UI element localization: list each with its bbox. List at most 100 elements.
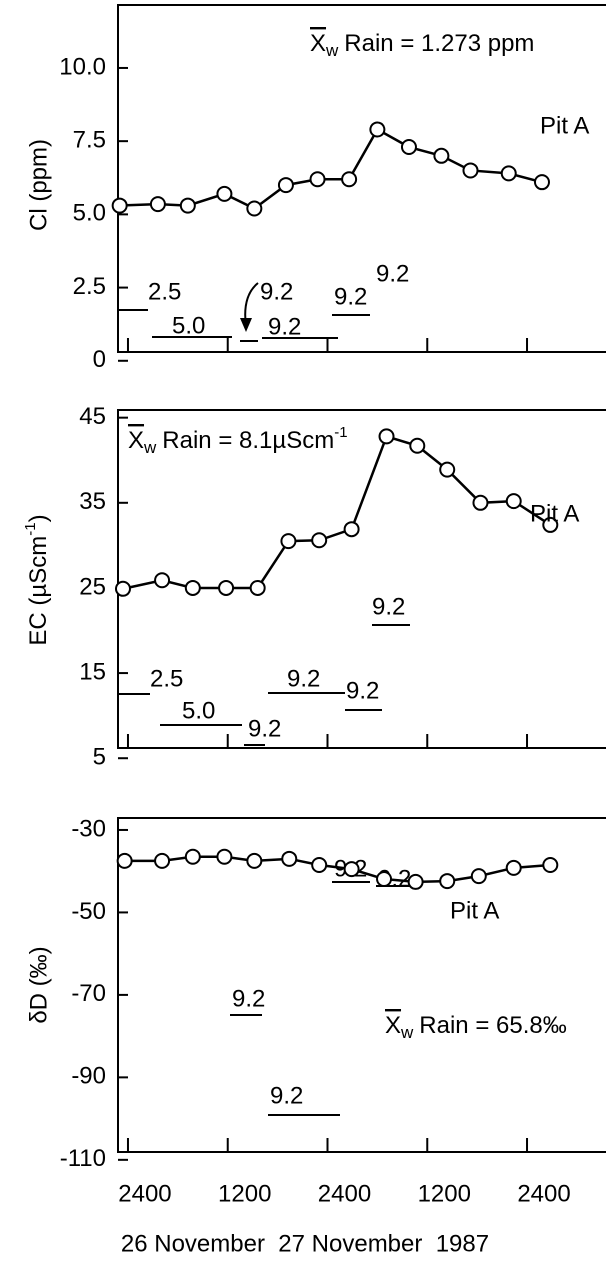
legend-label: Pit A [450,897,499,924]
data-point [409,437,426,454]
y-tick-label: 35 [79,488,106,515]
data-point [111,197,128,214]
rain-label: 9.2 [270,1082,303,1109]
x-tick-label: 2400 [118,1180,171,1207]
data-point [218,579,235,596]
data-point [149,196,166,213]
data-point [378,428,395,445]
plot-frame [117,4,606,353]
data-point [184,848,201,865]
y-tick-label: -90 [71,1063,106,1090]
data-point [376,871,393,888]
y-tick-label: -30 [71,815,106,842]
rain-label: 2.5 [148,278,181,305]
data-point [343,521,360,538]
data-point [542,857,559,874]
rain-label: 9.2 [248,715,281,742]
data-point [472,494,489,511]
data-point [343,861,360,878]
plot-frame [117,409,606,749]
mean-text: Rain = 1.273 ppm [344,30,534,57]
y-tick-label: 25 [79,573,106,600]
data-point [179,197,196,214]
y-axis-label-sup: -1 [22,522,39,535]
y-axis-label: δD (‰) [25,946,52,1023]
mean-text: Rain = 65.8‰ [419,1012,566,1039]
data-point [154,572,171,589]
x-tick-label: 2400 [318,1180,371,1207]
arrow-head [240,318,252,332]
data-point [309,171,326,188]
data-point [277,177,294,194]
rain-label: 5.0 [182,697,215,724]
y-tick-label: -50 [71,898,106,925]
y-axis-label-suffix: ) [25,514,52,522]
rain-label: 9.2 [232,985,265,1012]
data-point [311,532,328,549]
data-point [400,139,417,156]
y-tick-label: 15 [79,658,106,685]
data-point [154,852,171,869]
data-point [246,200,263,217]
data-point [533,174,550,191]
legend-label: Pit A [530,500,579,527]
data-point [439,873,456,890]
y-tick-label: 10.0 [59,53,106,80]
plot-frame [117,817,606,1153]
rain-label: 9.2 [260,278,293,305]
y-tick-label: 5.0 [73,200,106,227]
y-axis-label: EC (µScm-1) [22,514,52,645]
y-tick-label: 45 [79,403,106,430]
x-tick-label: 1200 [418,1180,471,1207]
mean-symbol: X [310,30,326,57]
data-point [505,493,522,510]
mean-subscript: w [325,41,339,60]
rain-label: 5.0 [172,312,205,339]
data-point [116,852,133,869]
mean-subscript: w [143,438,157,457]
x-tick-label: 1200 [218,1180,271,1207]
mean-symbol: X [385,1012,401,1039]
series-line [119,127,543,210]
data-point [249,579,266,596]
data-point [470,868,487,885]
y-tick-label: -70 [71,980,106,1007]
y-axis-label: Cl (ppm) [25,139,52,231]
legend-label: Pit A [540,112,589,139]
data-point [280,533,297,550]
data-point [311,857,328,874]
mean-text: Rain = 8.1µScm [162,427,334,454]
data-point [246,852,263,869]
data-point [114,580,131,597]
y-tick-label: 2.5 [73,273,106,300]
series-line [122,434,551,591]
rain-label: 9.2 [376,260,409,287]
rain-label: 9.2 [372,593,405,620]
rain-label: 9.2 [346,677,379,704]
x-tick-label: 2400 [517,1180,570,1207]
data-point [433,147,450,164]
rain-label: 9.2 [334,283,367,310]
rain-mean-annotation: Xw Rain = 65.8‰ [385,1012,567,1042]
data-point [439,461,456,478]
mean-subscript: w [400,1023,414,1042]
data-point [500,165,517,182]
mean-symbol: X [128,427,144,454]
data-point [542,516,559,533]
data-point [505,859,522,876]
x-axis-label: 26 November 27 November 1987 [121,1230,489,1257]
y-axis-label-text: EC (µScm [25,536,52,646]
rain-mean-annotation: Xw Rain = 8.1µScm-1 [128,424,348,458]
rain-mean-annotation: Xw Rain = 1.273 ppm [310,30,534,60]
rain-label: 9.2 [287,665,320,692]
data-point [216,848,233,865]
y-tick-label: -110 [60,1145,106,1172]
data-point [281,850,298,867]
data-point [369,121,386,138]
data-point [184,579,201,596]
y-tick-label: 7.5 [73,127,106,154]
data-point [341,171,358,188]
y-tick-label: 5 [93,744,106,771]
data-point [462,162,479,179]
